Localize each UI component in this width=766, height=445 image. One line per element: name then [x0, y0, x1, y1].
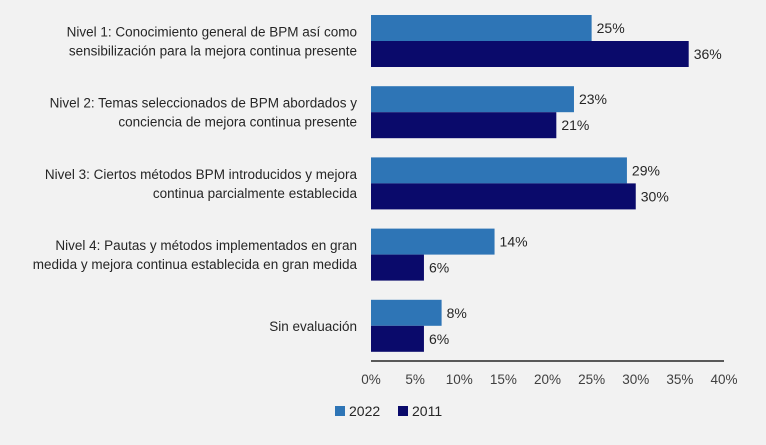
data-label-2022: 29%: [632, 162, 660, 178]
data-label-2022: 25%: [597, 20, 625, 36]
data-label-2011: 6%: [429, 331, 449, 347]
category-label-line: Nivel 1: Conocimiento general de BPM así…: [67, 25, 357, 40]
legend-swatch-2022: [335, 406, 345, 416]
data-label-2011: 30%: [641, 188, 669, 204]
data-label-2022: 8%: [447, 305, 467, 321]
legend: 2022 2011: [335, 403, 442, 419]
data-label-2022: 14%: [500, 234, 528, 250]
value-labels: 25% 36% 23% 21% 29% 30% 14% 6% 8% 6%: [429, 20, 722, 347]
bars: [371, 15, 689, 352]
category-label-line: sensibilización para la mejora continua …: [69, 44, 357, 59]
bar-2011: [371, 254, 424, 281]
category-labels: Nivel 1: Conocimiento general de BPM así…: [33, 25, 358, 334]
category-label-line: continua parcialmente establecida: [153, 186, 358, 201]
data-label-2011: 6%: [429, 260, 449, 276]
category-label-line: Nivel 2: Temas seleccionados de BPM abor…: [50, 96, 358, 111]
bar-2022: [371, 86, 574, 113]
x-tick-label: 25%: [578, 372, 605, 387]
bar-2011: [371, 41, 689, 67]
bar-2022: [371, 299, 442, 326]
category-label-line: Nivel 3: Ciertos métodos BPM introducido…: [45, 167, 358, 182]
legend-label-2011: 2011: [412, 403, 442, 419]
bar-2011: [371, 325, 424, 352]
category-label-line: conciencia de mejora continua presente: [118, 115, 357, 130]
x-tick-label: 20%: [534, 372, 561, 387]
x-tick-label: 0%: [361, 372, 381, 387]
category-label: Nivel 4: Pautas y métodos implementados …: [33, 238, 358, 272]
x-tick-label: 30%: [622, 372, 649, 387]
x-axis-ticks: 0% 5% 10% 15% 20% 25% 30% 35% 40%: [361, 372, 737, 387]
bar-2022: [371, 15, 592, 41]
data-label-2022: 23%: [579, 91, 607, 107]
bar-2011: [371, 183, 636, 210]
legend-label-2022: 2022: [349, 403, 380, 419]
data-label-2011: 21%: [561, 117, 589, 133]
category-label: Nivel 1: Conocimiento general de BPM así…: [67, 25, 357, 59]
x-tick-label: 10%: [446, 372, 473, 387]
bar-2022: [371, 228, 495, 255]
category-label-line: medida y mejora continua establecida en …: [33, 257, 358, 272]
x-tick-label: 40%: [710, 372, 737, 387]
bar-2011: [371, 112, 557, 139]
x-tick-label: 35%: [666, 372, 693, 387]
category-label: Nivel 2: Temas seleccionados de BPM abor…: [50, 96, 358, 130]
category-label-line: Sin evaluación: [269, 319, 357, 334]
data-label-2011: 36%: [694, 46, 722, 62]
x-tick-label: 15%: [490, 372, 517, 387]
x-tick-label: 5%: [405, 372, 425, 387]
category-label-line: Nivel 4: Pautas y métodos implementados …: [55, 238, 357, 253]
bar-2022: [371, 157, 627, 184]
legend-swatch-2011: [398, 406, 408, 416]
category-label: Sin evaluación: [269, 319, 357, 334]
category-label: Nivel 3: Ciertos métodos BPM introducido…: [45, 167, 358, 201]
